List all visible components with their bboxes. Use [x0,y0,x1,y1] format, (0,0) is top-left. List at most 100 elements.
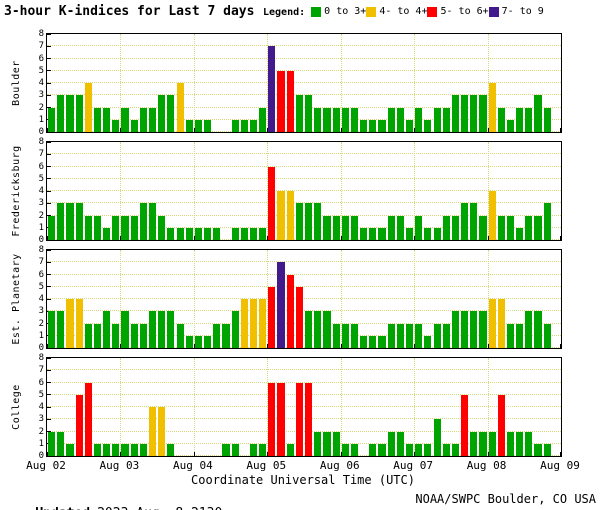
k-index-bar [66,443,74,456]
x-tick [47,344,48,348]
k-index-bar [148,407,157,456]
k-index-bar [350,323,359,348]
k-index-bar [112,443,120,456]
k-index-bar [497,394,505,456]
y-tick [47,249,51,251]
k-index-bar [139,203,147,240]
x-tick [414,344,416,348]
k-index-bar [543,203,551,240]
gridline-horizontal [47,214,561,216]
gridline-vertical [193,34,195,132]
legend-item-label: 0 to 3+ [324,6,367,17]
gridline-horizontal [47,261,561,263]
k-index-bar [405,443,414,456]
gridline-horizontal [47,393,561,395]
k-index-bar [534,95,542,132]
k-index-bar [222,443,230,456]
k-index-bar [158,215,166,240]
k-index-bar [103,227,111,240]
gridline-horizontal [47,239,561,240]
legend-item: 5- to 6+ [427,6,489,17]
gridline-horizontal [47,165,561,167]
k-index-bar [176,323,184,348]
y-tick [47,298,51,300]
k-index-bar [213,323,221,348]
y-tick [47,406,51,408]
y-tick [47,33,51,35]
legend-item-label: 5- to 6+ [440,6,489,17]
k-index-bar [185,335,193,348]
k-index-bar [470,431,478,456]
k-index-bar [350,443,359,456]
k-index-bar [323,431,331,456]
k-index-bar [222,323,230,348]
x-axis-tick-label: Aug 08 [466,459,507,472]
k-index-bar [387,215,395,240]
k-index-bar [415,443,423,456]
k-index-bar [332,107,340,132]
k-index-bar [93,323,102,348]
y-tick [47,131,51,133]
k-index-bar [378,443,386,456]
k-index-bar [148,311,157,348]
gridline-horizontal [47,57,561,59]
x-tick [193,452,195,456]
x-axis-tick-labels: Aug 02 Aug 03 Aug 04 Aug 05 Aug 06 Aug 07 Aug … [0,459,600,472]
k-index-bar [204,227,212,240]
k-index-bar [112,323,120,348]
k-index-bar [121,215,129,240]
k-index-bar [396,107,404,132]
legend-label: Legend: [263,7,306,19]
k-index-bar [259,227,267,240]
k-index-bar [534,311,542,348]
y-tick-label: 0 [38,343,44,353]
x-tick [193,128,195,132]
x-tick [120,128,122,132]
k-index-bar [84,323,92,348]
x-tick [414,452,416,456]
y-tick [47,202,51,204]
y-tick-label: 1 [38,114,44,125]
k-index-bar [259,299,267,348]
k-index-bar [350,107,359,132]
k-index-bar [204,335,212,348]
k-index-bar [387,323,395,348]
gridline-horizontal [47,82,561,83]
gridline-horizontal [47,430,561,432]
k-index-bar [470,311,478,348]
k-index-bar [369,119,377,132]
k-index-bar [525,107,533,132]
k-index-bar [66,203,74,240]
gridline-vertical [340,142,342,240]
legend-item: 4- to 4+ [366,6,427,17]
y-tick-label: 6 [38,269,44,280]
x-tick [487,128,489,132]
k-index-bar [57,95,65,132]
k-index-bar [543,107,551,132]
gridline-vertical [120,250,122,348]
k-index-bar [240,227,248,240]
k-index-bar [167,311,175,348]
k-index-bar [84,215,92,240]
k-index-bar [451,215,460,240]
k-index-bar [130,215,138,240]
station-label-college: College [11,384,22,430]
y-tick-label: 2 [38,102,44,113]
k-index-bar [378,335,386,348]
y-tick-label: 2 [38,318,44,329]
k-index-bar [286,274,294,348]
k-index-bar [268,382,276,456]
k-index-bar [167,443,175,456]
y-tick-label: 3 [38,90,44,101]
k-index-bar [516,431,524,456]
y-tick-label: 5 [38,173,44,184]
k-index-bar [305,203,313,240]
k-index-bar [488,191,496,240]
k-index-bar [130,323,138,348]
gridline-horizontal [47,273,561,275]
k-index-bar [506,215,515,240]
y-tick [47,141,51,143]
